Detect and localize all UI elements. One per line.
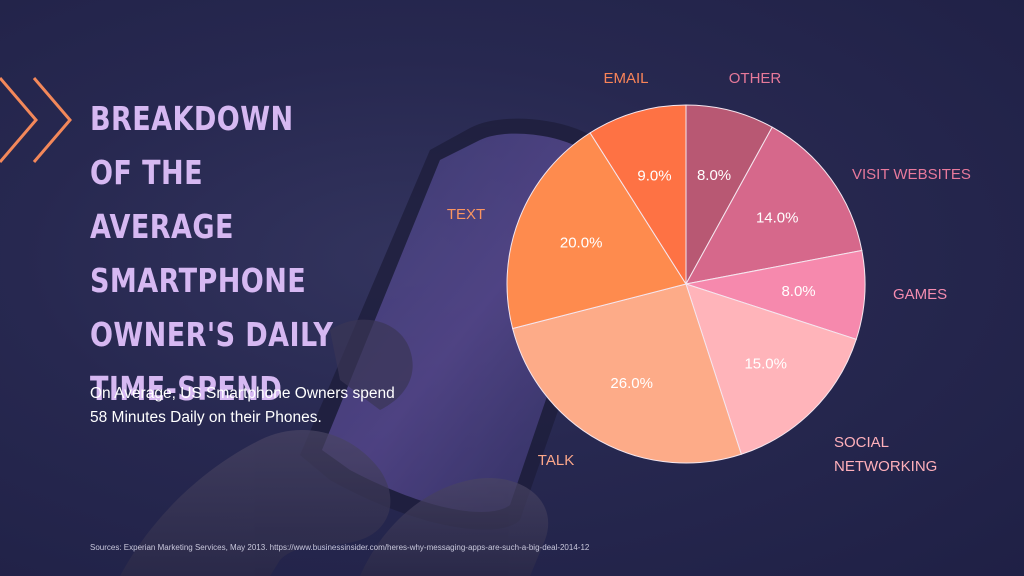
slice-value-games: 8.0%	[781, 283, 815, 300]
slice-label-social-networking: SOCIAL NETWORKING	[834, 434, 937, 475]
source-note: Sources: Experian Marketing Services, Ma…	[90, 543, 590, 552]
slice-value-social-networking: 15.0%	[744, 356, 787, 373]
slice-value-talk: 26.0%	[610, 375, 653, 392]
pie-slice-text	[506, 132, 687, 330]
pie-slice-email	[589, 104, 687, 286]
page-subtitle: On Average, US Smartphone Owners spend 5…	[90, 385, 395, 426]
slice-label-email: EMAIL	[603, 70, 648, 87]
pie-slice-social-networking	[685, 283, 857, 455]
page-title: BREAKDOWN OF THE AVERAGE SMARTPHONE OWNE…	[90, 99, 334, 408]
double-chevron-icon	[0, 77, 72, 163]
slice-value-other: 8.0%	[697, 167, 731, 184]
slice-label-other: OTHER	[729, 70, 782, 87]
pie-slice-other	[685, 104, 773, 285]
slice-label-games: GAMES	[893, 286, 947, 303]
pie-slice-talk	[512, 283, 742, 464]
pie-slice-visit-websites	[685, 126, 863, 285]
slice-label-visit-websites: VISIT WEBSITES	[852, 166, 971, 183]
slice-value-text: 20.0%	[560, 234, 603, 251]
pie-slice-games	[685, 249, 866, 340]
slice-label-text: TEXT	[447, 206, 485, 223]
slice-value-email: 9.0%	[637, 168, 671, 185]
slice-value-visit-websites: 14.0%	[756, 210, 799, 227]
slice-label-talk: TALK	[538, 452, 574, 469]
